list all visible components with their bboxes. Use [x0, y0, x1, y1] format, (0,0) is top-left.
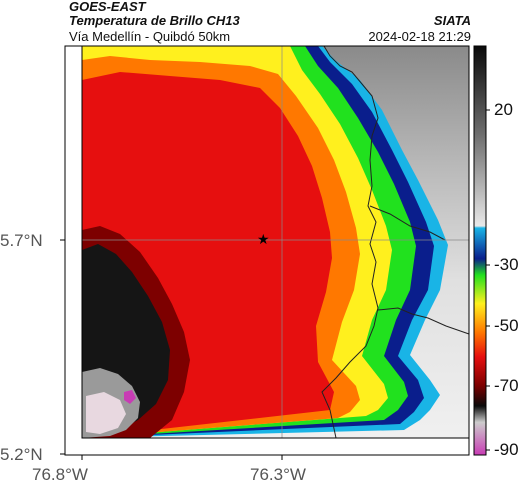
colorbar-tick-20: 20 [494, 100, 513, 119]
colorbar-tick-m50: -50 [494, 316, 519, 335]
colorbar-tick-m30: -30 [494, 255, 519, 274]
coastline [321, 45, 379, 439]
lat-tick-label-2: 5.2°N [0, 445, 43, 464]
magenta-spot [124, 390, 136, 404]
white-core [86, 392, 126, 434]
colorbar-tick-m70: -70 [494, 376, 519, 395]
product-title: Temperatura de Brillo CH13 [69, 13, 240, 28]
axis-frame [64, 45, 470, 456]
border-line [377, 307, 470, 335]
lon-tick-label-2: 76.3°W [250, 465, 306, 484]
border-line-2 [369, 205, 446, 241]
region-subtitle: Vía Medellín - Quibdó 50km [69, 29, 231, 44]
star-marker: ★ [257, 231, 270, 247]
org-label: SIATA [433, 13, 471, 28]
colorbar [473, 45, 490, 456]
datetime-label: 2024-02-18 21:29 [368, 29, 471, 44]
colorbar-tick-m90: -90 [494, 440, 519, 459]
source-title: GOES-EAST [69, 0, 146, 14]
lat-tick-label-1: 5.7°N [0, 231, 43, 250]
lon-tick-label-1: 76.8°W [32, 465, 88, 484]
map-panel [81, 45, 470, 439]
